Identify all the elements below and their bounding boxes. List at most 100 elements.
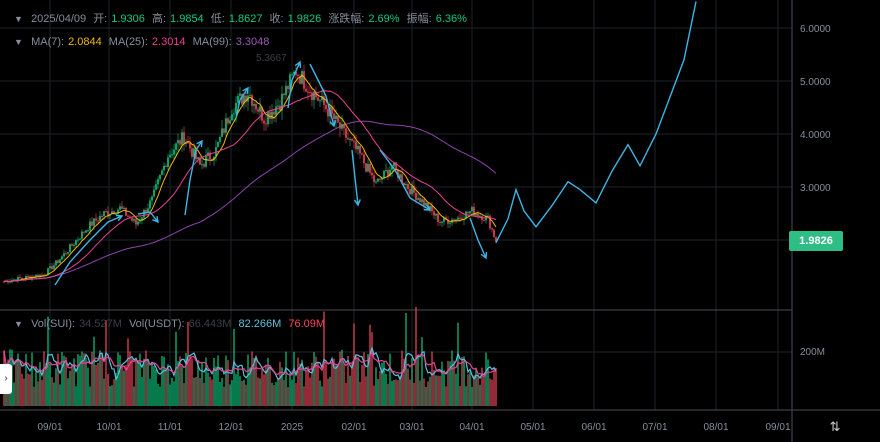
vol-usdt-value: 66.443M xyxy=(188,318,232,330)
volume-bar xyxy=(321,386,323,406)
candle-body xyxy=(299,75,301,84)
arrow-head xyxy=(329,120,337,128)
time-tick-label: 2025 xyxy=(281,422,304,433)
candle-body xyxy=(285,85,287,96)
candle-body xyxy=(63,253,65,257)
volume-bar xyxy=(411,357,413,406)
candle-body xyxy=(413,185,415,193)
time-tick-label: 10/01 xyxy=(96,422,121,433)
volume-bar xyxy=(223,386,225,406)
open-value: 1.9306 xyxy=(111,13,145,25)
ma7-value: 2.0844 xyxy=(68,36,102,48)
volume-bar xyxy=(191,358,193,406)
volume-bar xyxy=(305,371,307,406)
volume-bar xyxy=(387,383,389,406)
volume-bar xyxy=(221,377,223,406)
chevron-down-icon[interactable]: ▼ xyxy=(14,319,23,329)
candle-body xyxy=(19,277,21,279)
candle-body xyxy=(127,215,129,217)
chevron-right-icon[interactable]: › xyxy=(0,364,12,394)
volume-bar xyxy=(245,384,247,406)
candle-body xyxy=(469,211,471,214)
volume-bar xyxy=(83,353,85,406)
volume-bar xyxy=(135,357,137,406)
candle-body xyxy=(145,209,147,213)
time-tick-label: 11/01 xyxy=(158,422,183,433)
volume-bar xyxy=(75,386,77,406)
candle-body xyxy=(267,112,269,125)
candle-body xyxy=(123,207,125,209)
volume-bar xyxy=(443,370,445,406)
volume-bar xyxy=(333,358,335,406)
close-value: 1.9826 xyxy=(287,13,322,25)
candle-body xyxy=(425,202,427,206)
volume-bar xyxy=(483,376,485,406)
candle-body xyxy=(361,153,363,155)
candle-body xyxy=(407,184,409,190)
candle-body xyxy=(169,154,171,158)
volume-bar xyxy=(313,352,315,406)
candle-body xyxy=(333,113,335,120)
volume-bar xyxy=(487,359,489,406)
candle-body xyxy=(135,219,137,225)
volume-bar xyxy=(283,380,285,406)
volume-bar xyxy=(195,377,197,406)
volume-bar xyxy=(329,376,331,406)
volume-bar xyxy=(97,362,99,406)
volume-bar xyxy=(11,349,13,406)
candle-body xyxy=(359,145,361,154)
volume-bar xyxy=(31,352,33,406)
volume-bar xyxy=(43,351,45,406)
volume-bar xyxy=(219,381,221,406)
candle-body xyxy=(275,106,277,115)
volume-bar xyxy=(463,356,465,406)
volume-bar xyxy=(303,386,305,406)
ma99-line xyxy=(3,120,497,282)
trend-arrow xyxy=(137,211,159,223)
volume-bar xyxy=(181,365,183,406)
candle-body xyxy=(113,211,115,215)
candle-body xyxy=(313,92,315,100)
chevron-down-icon[interactable]: ▼ xyxy=(14,37,23,47)
candle-body xyxy=(317,97,319,101)
volume-bar xyxy=(57,353,59,406)
volume-bar xyxy=(247,354,249,406)
candle-body xyxy=(73,244,75,246)
candle-body xyxy=(249,95,251,97)
chevron-down-icon[interactable]: ▼ xyxy=(14,14,23,24)
candle-body xyxy=(53,265,55,269)
candle-body xyxy=(147,208,149,213)
ma-lines xyxy=(3,74,497,282)
volume-bar xyxy=(209,376,211,406)
candle-body xyxy=(475,213,477,216)
candle-body xyxy=(319,100,321,102)
candle-body xyxy=(291,74,293,76)
fit-screen-icon[interactable]: ⇅ xyxy=(829,419,841,434)
volume-bar xyxy=(479,384,481,406)
volume-bar xyxy=(461,357,463,406)
candle-body xyxy=(457,217,459,220)
volume-bar xyxy=(163,356,165,406)
volume-bar xyxy=(285,351,287,406)
candle-body xyxy=(363,154,365,164)
candle-body xyxy=(85,230,87,233)
candle-body xyxy=(21,278,23,280)
candle-body xyxy=(37,274,39,278)
vol-b-value: 76.09M xyxy=(288,318,326,330)
price-axis: 6.0000 5.0000 4.0000 3.0000 200M xyxy=(800,24,831,358)
volume-bar xyxy=(309,377,311,406)
candle-body xyxy=(121,206,123,209)
candle-body xyxy=(225,118,227,133)
volume-bar xyxy=(353,323,355,406)
candle-body xyxy=(93,218,95,226)
volume-bar xyxy=(15,361,17,406)
candle-body xyxy=(141,217,143,221)
candle-body xyxy=(25,276,27,279)
volume-bar xyxy=(77,354,79,406)
change-value: 2.69% xyxy=(368,13,400,25)
candle-body xyxy=(217,141,219,148)
candle-body xyxy=(443,217,445,222)
volume-bar xyxy=(201,361,203,406)
volume-bar xyxy=(409,379,411,406)
